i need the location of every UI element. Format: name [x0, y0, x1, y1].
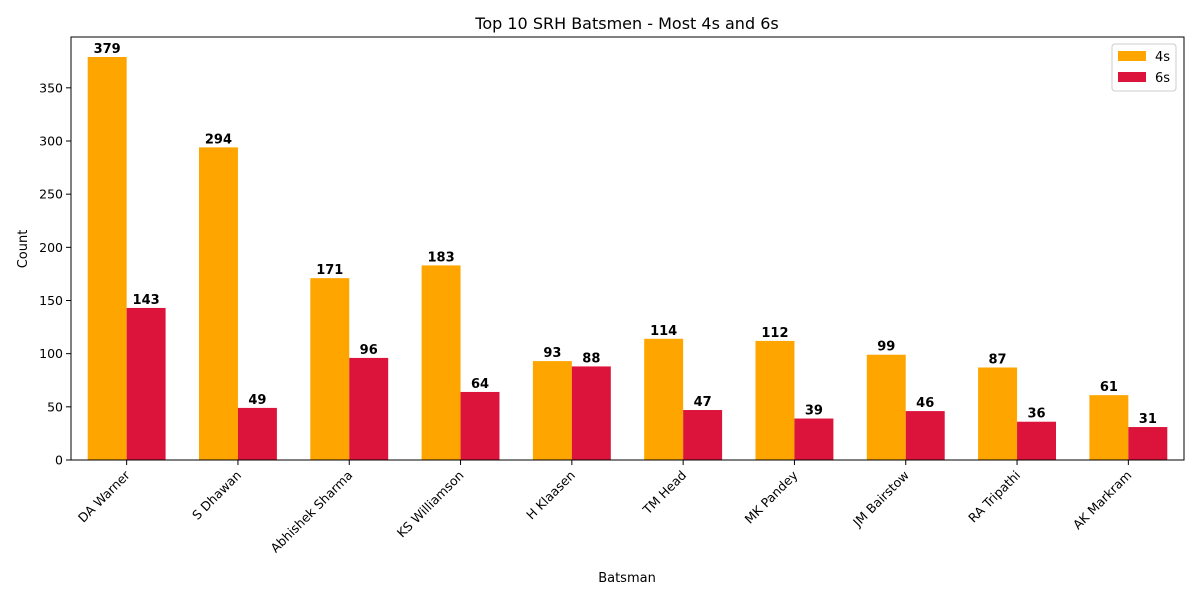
bar-6s-8 [1017, 421, 1056, 460]
data-label-6s-7: 46 [916, 396, 934, 411]
x-tick-label: TM Head [639, 468, 689, 518]
bar-6s-4 [571, 366, 611, 460]
bar-4s-1 [199, 147, 238, 460]
bar-4s-3 [421, 265, 461, 460]
x-tick-label: JM Bairstow [849, 468, 912, 531]
data-label-6s-2: 96 [360, 343, 378, 358]
legend-label-6s: 6s [1155, 71, 1170, 86]
data-label-6s-5: 47 [694, 395, 712, 410]
data-labels-layer: 379 143 294 49 171 96 183 64 93 88 114 47 112 39 99 46 8… [94, 42, 1157, 427]
bar-6s-3 [460, 391, 500, 460]
x-axis-title: Batsman [598, 571, 656, 586]
bar-4s-4 [532, 361, 572, 460]
bar-6s-1 [237, 407, 277, 460]
y-tick-label: 100 [39, 346, 63, 361]
x-tick-label: RA Tripathi [965, 468, 1023, 526]
data-label-4s-5: 114 [650, 324, 677, 339]
y-tick-label: 150 [39, 293, 63, 308]
data-label-4s-2: 171 [316, 263, 343, 278]
plot-frame [70, 36, 1185, 461]
x-tick-label: KS Williamson [394, 468, 467, 541]
bar-4s-2 [310, 278, 350, 460]
x-tick-label: S Dhawan [189, 468, 244, 523]
legend-swatch-6s [1118, 72, 1146, 82]
bar-6s-6 [794, 418, 834, 460]
chart-title: Top 10 SRH Batsmen - Most 4s and 6s [474, 14, 778, 33]
data-label-4s-8: 87 [989, 352, 1007, 367]
legend-swatch-4s [1118, 51, 1146, 61]
data-label-4s-0: 379 [94, 42, 121, 57]
y-tick-label: 250 [39, 187, 63, 202]
bar-4s-0 [87, 56, 127, 461]
x-tick-label: H Klaasen [523, 468, 578, 523]
data-label-4s-7: 99 [877, 340, 895, 355]
data-label-4s-3: 183 [427, 250, 454, 265]
data-label-6s-0: 143 [133, 293, 160, 308]
bar-6s-0 [126, 307, 166, 460]
x-tick-label: AK Markram [1070, 468, 1135, 533]
x-tick-label: Abhishek Sharma [267, 468, 355, 556]
bar-6s-9 [1128, 427, 1168, 460]
data-label-6s-9: 31 [1139, 412, 1157, 427]
bars-layer [87, 56, 1168, 461]
data-label-4s-9: 61 [1100, 380, 1118, 395]
y-tick-label: 50 [47, 399, 63, 414]
bar-4s-5 [644, 338, 684, 460]
legend-label-4s: 4s [1155, 50, 1170, 65]
data-label-6s-8: 36 [1027, 407, 1045, 422]
data-label-6s-1: 49 [248, 393, 266, 408]
data-label-4s-6: 112 [761, 326, 788, 341]
bar-6s-7 [905, 411, 945, 460]
y-axis-title: Count [16, 230, 31, 269]
bar-4s-8 [978, 367, 1018, 460]
data-label-6s-3: 64 [471, 377, 489, 392]
y-tick-label: 0 [55, 453, 63, 468]
x-tick-label: MK Pandey [741, 467, 800, 526]
bar-6s-2 [349, 357, 389, 460]
bar-6s-5 [683, 410, 723, 460]
data-label-4s-4: 93 [543, 346, 561, 361]
bar-4s-7 [866, 354, 906, 460]
bar-4s-6 [755, 340, 795, 460]
data-label-4s-1: 294 [205, 132, 232, 147]
y-tick-label: 200 [39, 240, 63, 255]
data-label-6s-6: 39 [805, 404, 823, 419]
y-tick-label: 350 [39, 80, 63, 95]
bar-4s-9 [1089, 395, 1129, 460]
y-tick-label: 300 [39, 133, 63, 148]
x-tick-label: DA Warner [75, 467, 133, 525]
data-label-6s-4: 88 [582, 351, 600, 366]
